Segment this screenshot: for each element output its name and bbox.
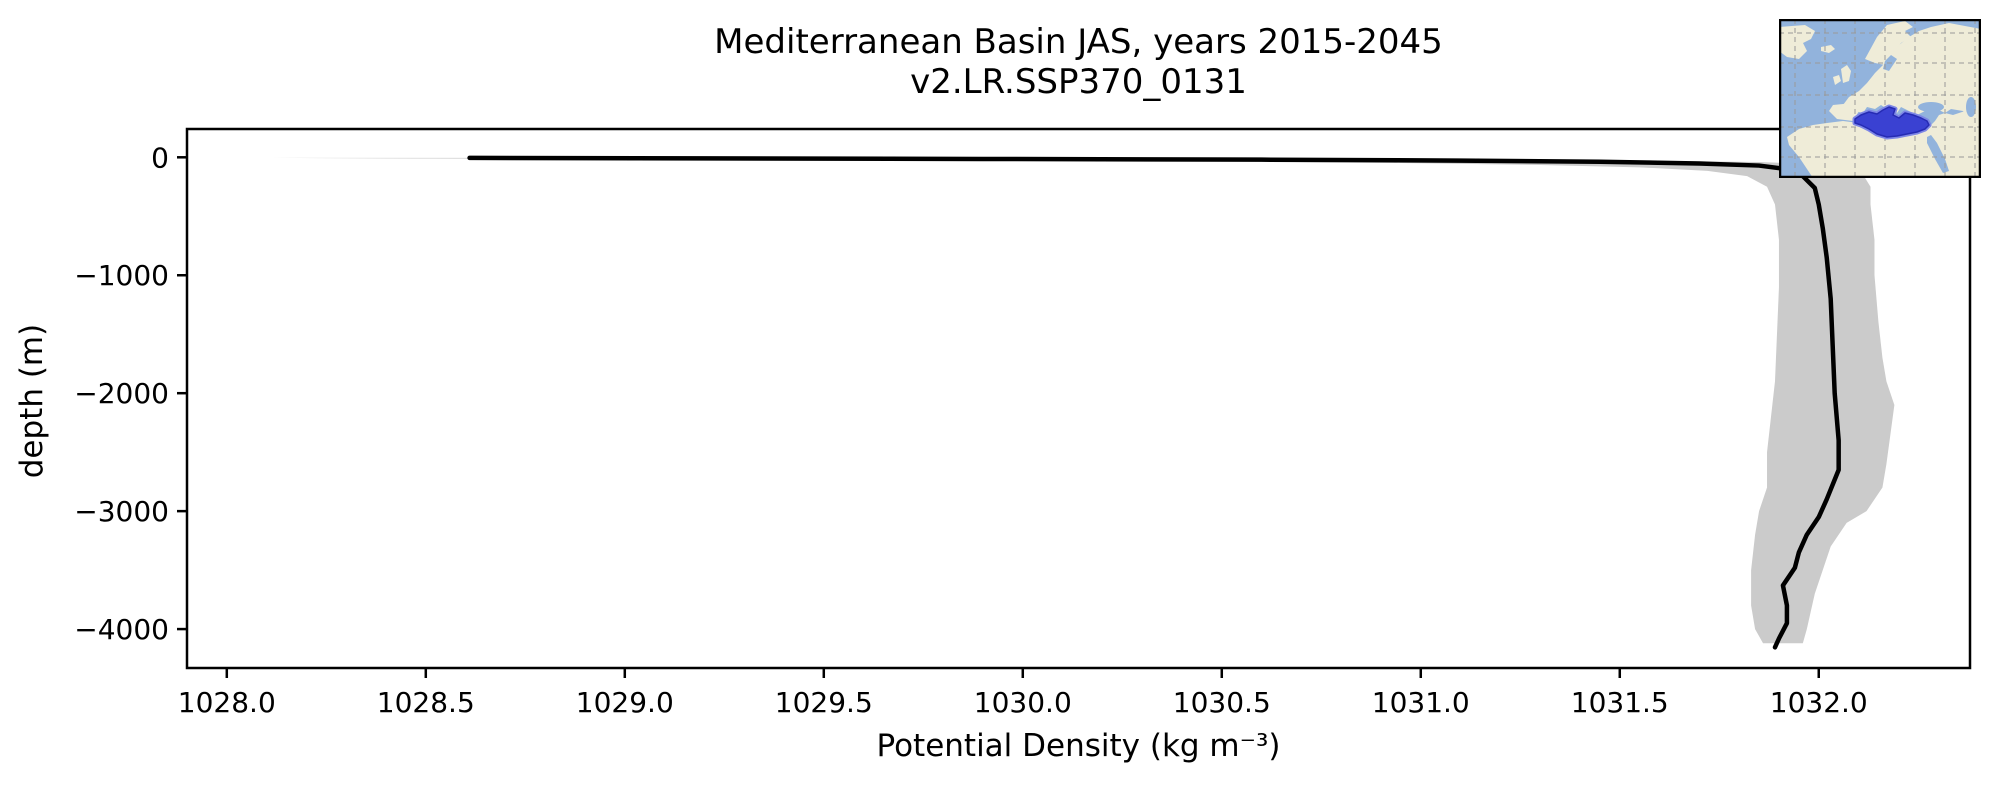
x-tick-label: 1031.0 — [1372, 686, 1470, 719]
y-axis-label: depth (m) — [14, 323, 50, 479]
y-tick-label: −2000 — [74, 377, 169, 410]
mean-profile-line — [467, 155, 1841, 650]
x-axis-label: Potential Density (kg m⁻³) — [876, 728, 1281, 764]
x-tick-label: 1029.5 — [775, 686, 873, 719]
x-tick-label: 1030.0 — [974, 686, 1072, 719]
x-tick-label: 1028.5 — [377, 686, 475, 719]
map-land — [1829, 103, 1859, 121]
x-tick-label: 1028.0 — [178, 686, 276, 719]
map-land — [1787, 111, 1981, 178]
mediterranean-region-locator-map — [1779, 19, 1981, 178]
x-tick-label: 1030.5 — [1173, 686, 1271, 719]
map-inland-sea — [1966, 97, 1976, 117]
y-tick-label: 0 — [151, 141, 169, 174]
y-tick-label: −4000 — [74, 613, 169, 646]
mediterranean-highlight — [1854, 106, 1930, 138]
x-tick-label: 1029.0 — [576, 686, 674, 719]
chart-title: Mediterranean Basin JAS, years 2015-2045 — [714, 22, 1443, 62]
y-tick-label: −1000 — [74, 259, 169, 292]
axes-spines — [185, 127, 1972, 670]
x-tick-label: 1032.0 — [1770, 686, 1868, 719]
y-tick-label: −3000 — [74, 495, 169, 528]
map-land — [1833, 75, 1841, 85]
map-inland-sea — [1918, 102, 1944, 112]
map-inland-sea — [1927, 135, 1949, 173]
chart-subtitle: v2.LR.SSP370_0131 — [910, 62, 1247, 102]
map-land — [1865, 21, 1913, 65]
map-border — [1779, 19, 1981, 178]
x-tick-label: 1031.5 — [1571, 686, 1669, 719]
map-land — [1843, 23, 1981, 119]
uncertainty-band — [270, 157, 1895, 644]
map-land — [1841, 65, 1851, 83]
